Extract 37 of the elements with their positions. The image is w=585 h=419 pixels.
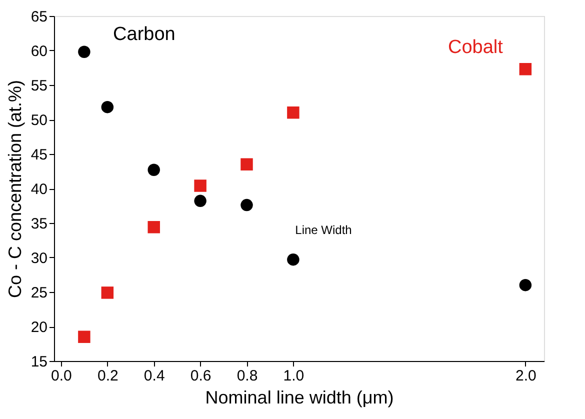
x-tick-label: 2.0 (515, 368, 536, 384)
y-tick-label: 20 (30, 319, 48, 336)
y-tick-label: 65 (30, 8, 48, 26)
y-tick-label: 35 (30, 216, 48, 232)
point (101, 286, 114, 299)
y-tick-label: 60 (30, 43, 48, 60)
y-tick-label: 45 (30, 146, 48, 164)
point (519, 63, 532, 76)
x-tick-label: 0.0 (51, 368, 72, 384)
point (240, 198, 253, 212)
y-tick-label: 55 (30, 78, 48, 94)
y-tick-label: 50 (30, 112, 48, 129)
y-tick-label: 25 (30, 284, 48, 302)
point (240, 158, 253, 170)
y-tick-label: 40 (30, 181, 48, 198)
x-tick-label: 0.2 (97, 368, 118, 384)
point (148, 164, 160, 176)
y-axis-title: Co - C concentration (at.%) (4, 80, 25, 298)
point (148, 221, 160, 234)
point (78, 46, 90, 58)
annotation: Line Width (295, 222, 352, 237)
x-axis-title: Nominal line width (μm) (205, 388, 394, 408)
point (194, 194, 206, 208)
y-tick-label: 30 (30, 250, 48, 267)
x-tick-label: 0.8 (236, 368, 258, 384)
point (78, 330, 90, 343)
point (101, 100, 114, 114)
series-label: Carbon (113, 24, 176, 45)
x-tick-label: 1.0 (283, 368, 304, 384)
point (287, 253, 300, 266)
point (194, 180, 206, 192)
point (519, 278, 532, 292)
y-tick-label: 15 (30, 354, 48, 370)
series-label: Cobalt (448, 37, 504, 58)
x-tick-label: 0.6 (190, 368, 212, 384)
point (287, 106, 300, 119)
x-tick-label: 0.4 (144, 368, 165, 384)
